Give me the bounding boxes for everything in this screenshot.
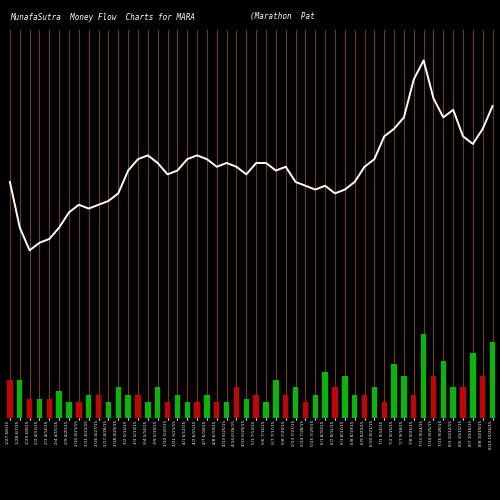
Bar <box>46 398 52 417</box>
Bar <box>155 387 160 418</box>
Bar <box>421 334 426 417</box>
Bar <box>332 387 338 418</box>
Bar <box>194 402 200 417</box>
Bar <box>27 398 32 417</box>
Bar <box>96 394 102 417</box>
Bar <box>431 376 436 418</box>
Bar <box>283 394 288 417</box>
Bar <box>76 402 82 417</box>
Bar <box>37 398 42 417</box>
Bar <box>372 387 377 418</box>
Bar <box>293 387 298 418</box>
Bar <box>7 380 12 418</box>
Bar <box>470 353 476 418</box>
Bar <box>342 376 347 418</box>
Bar <box>440 360 446 418</box>
Bar <box>450 387 456 418</box>
Bar <box>244 398 249 417</box>
Bar <box>273 380 278 418</box>
Bar <box>106 402 111 417</box>
Bar <box>126 394 131 417</box>
Bar <box>224 402 230 417</box>
Bar <box>382 402 387 417</box>
Bar <box>204 394 210 417</box>
Bar <box>214 402 220 417</box>
Bar <box>312 394 318 417</box>
Bar <box>392 364 397 418</box>
Bar <box>56 391 62 417</box>
Bar <box>136 394 140 417</box>
Bar <box>362 394 367 417</box>
Bar <box>322 372 328 418</box>
Bar <box>254 394 259 417</box>
Bar <box>86 394 92 417</box>
Bar <box>66 402 71 417</box>
Bar <box>116 387 121 418</box>
Bar <box>480 376 486 418</box>
Bar <box>17 380 22 418</box>
Bar <box>302 402 308 417</box>
Bar <box>234 387 239 418</box>
Bar <box>184 402 190 417</box>
Text: (Marathon  Pat: (Marathon Pat <box>250 12 315 22</box>
Bar <box>174 394 180 417</box>
Bar <box>352 394 358 417</box>
Bar <box>264 402 268 417</box>
Bar <box>490 342 496 417</box>
Bar <box>165 402 170 417</box>
Bar <box>145 402 150 417</box>
Text: MunafaSutra  Money Flow  Charts for MARA: MunafaSutra Money Flow Charts for MARA <box>10 12 195 22</box>
Bar <box>460 387 466 418</box>
Bar <box>401 376 406 418</box>
Bar <box>411 394 416 417</box>
